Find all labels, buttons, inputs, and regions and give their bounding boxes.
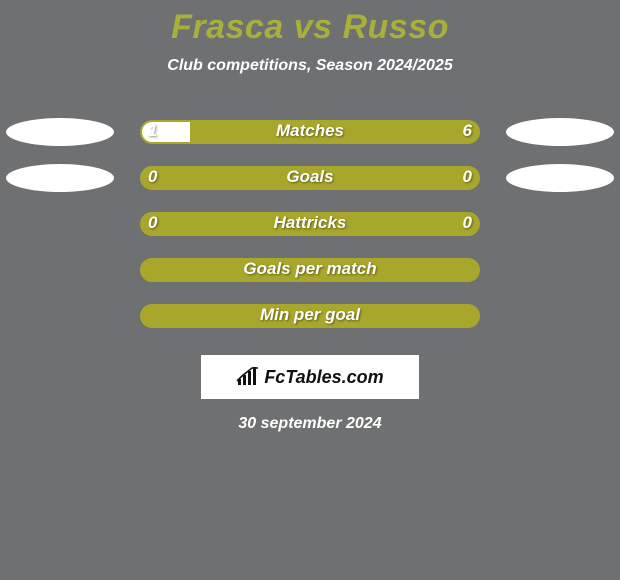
comparison-widget: Frasca vs Russo Club competitions, Seaso… — [0, 0, 620, 580]
stat-bar — [140, 120, 480, 144]
stat-bar-left-fill — [142, 122, 190, 142]
branding-text: FcTables.com — [264, 367, 383, 388]
stat-bar — [140, 212, 480, 236]
player-left-oval — [6, 118, 114, 146]
branding-logo[interactable]: FcTables.com — [201, 355, 419, 399]
stat-row: Goals00 — [0, 155, 620, 201]
stat-row: Min per goal — [0, 293, 620, 339]
page-subtitle: Club competitions, Season 2024/2025 — [0, 57, 620, 75]
stat-rows: Matches16Goals00Hattricks00Goals per mat… — [0, 109, 620, 339]
stat-bar — [140, 166, 480, 190]
player-right-oval — [506, 118, 614, 146]
chart-icon — [236, 367, 260, 387]
page-title: Frasca vs Russo — [0, 0, 620, 47]
stat-bar — [140, 304, 480, 328]
footer-date: 30 september 2024 — [0, 415, 620, 433]
stat-row: Hattricks00 — [0, 201, 620, 247]
player-left-oval — [6, 164, 114, 192]
stat-bar — [140, 258, 480, 282]
stat-row: Goals per match — [0, 247, 620, 293]
player-right-oval — [506, 164, 614, 192]
stat-row: Matches16 — [0, 109, 620, 155]
